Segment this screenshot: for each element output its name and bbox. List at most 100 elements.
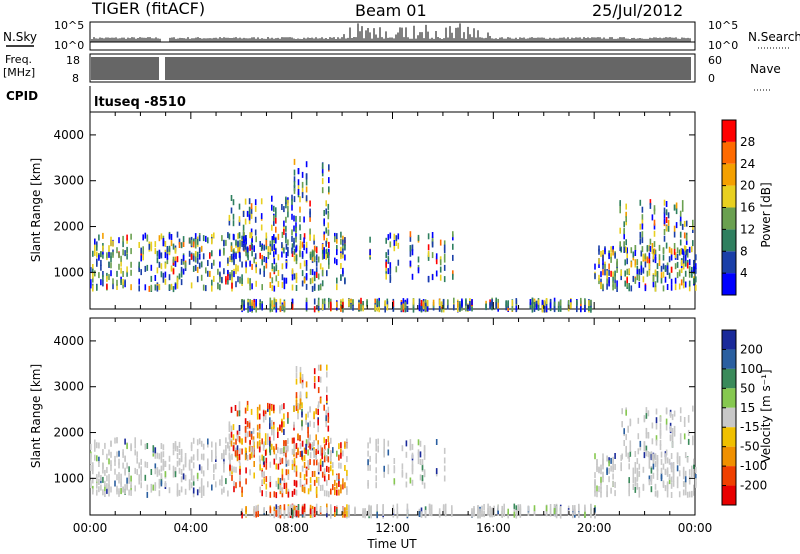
- range-gate-cell: [260, 213, 263, 220]
- range-gate-cell: [326, 394, 328, 401]
- range-gate-cell: [213, 275, 215, 282]
- range-gate-cell: [192, 437, 195, 444]
- range-gate-cell: [219, 271, 221, 278]
- range-gate-cell: [374, 298, 376, 305]
- range-gate-cell: [215, 442, 217, 449]
- range-gate-cell: [259, 486, 261, 493]
- range-gate-cell: [590, 299, 592, 306]
- range-gate-cell: [637, 448, 640, 455]
- range-gate-cell: [621, 421, 623, 428]
- range-gate-cell: [325, 240, 327, 247]
- range-gate-cell: [317, 466, 320, 473]
- range-gate-cell: [246, 454, 249, 461]
- range-gate-cell: [136, 469, 138, 476]
- range-gate-cell: [241, 486, 243, 493]
- range-gate-cell: [489, 303, 491, 310]
- range-gate-cell: [235, 482, 237, 489]
- range-gate-cell: [602, 263, 604, 270]
- range-gate-cell: [330, 512, 332, 519]
- range-gate-cell: [323, 303, 326, 310]
- range-gate-cell: [650, 467, 653, 474]
- colorbar-tick-label: 20: [740, 179, 755, 193]
- range-gate-cell: [301, 192, 304, 199]
- range-gate-cell: [144, 232, 147, 239]
- range-gate-cell: [249, 232, 251, 239]
- range-gate-cell: [686, 262, 689, 269]
- range-gate-cell: [271, 240, 274, 247]
- range-gate-cell: [245, 261, 247, 268]
- range-gate-cell: [238, 216, 241, 223]
- velocity-ylabel: Slant Range [km]: [29, 364, 43, 468]
- range-gate-cell: [164, 460, 167, 467]
- range-gate-cell: [295, 405, 298, 411]
- range-gate-cell: [693, 462, 695, 469]
- range-gate-cell: [245, 506, 247, 513]
- range-gate-cell: [666, 265, 669, 272]
- range-gate-cell: [675, 202, 678, 209]
- range-gate-cell: [321, 243, 324, 250]
- range-gate-cell: [673, 231, 676, 238]
- colorbar-segment: [722, 427, 736, 447]
- range-gate-cell: [227, 441, 229, 448]
- range-gate-cell: [110, 236, 112, 243]
- range-gate-cell: [346, 456, 348, 463]
- range-gate-cell: [279, 509, 282, 516]
- range-gate-cell: [299, 206, 301, 213]
- noise-right-tick-top: 10^5: [708, 19, 738, 32]
- range-gate-cell: [683, 421, 686, 427]
- range-gate-cell: [150, 469, 153, 475]
- range-gate-cell: [503, 503, 505, 510]
- range-gate-cell: [116, 474, 118, 481]
- range-gate-cell: [150, 284, 153, 291]
- range-gate-cell: [269, 272, 272, 279]
- range-gate-cell: [648, 244, 651, 251]
- range-gate-cell: [301, 485, 304, 492]
- range-gate-cell: [375, 467, 377, 474]
- range-gate-cell: [96, 244, 98, 251]
- range-gate-cell: [497, 302, 499, 309]
- range-gate-cell: [301, 450, 303, 457]
- range-gate-cell: [642, 276, 645, 283]
- range-gate-cell: [281, 468, 284, 475]
- range-gate-cell: [273, 424, 275, 431]
- range-gate-cell: [369, 437, 371, 444]
- range-gate-cell: [435, 253, 438, 260]
- range-gate-cell: [682, 282, 685, 289]
- range-gate-cell: [229, 438, 231, 445]
- range-gate-cell: [376, 512, 378, 518]
- range-gate-cell: [106, 487, 108, 494]
- range-gate-cell: [340, 231, 342, 238]
- range-gate-cell: [285, 243, 288, 250]
- range-gate-cell: [693, 466, 695, 472]
- range-gate-cell: [289, 509, 292, 516]
- colorbar-tick-label: 50: [740, 381, 755, 395]
- range-gate-cell: [230, 425, 233, 432]
- range-gate-cell: [303, 233, 306, 240]
- range-gate-cell: [250, 408, 253, 415]
- range-gate-cell: [328, 301, 330, 308]
- range-gate-cell: [418, 511, 421, 517]
- range-gate-cell: [367, 480, 369, 486]
- range-gate-cell: [261, 479, 263, 486]
- range-gate-cell: [328, 491, 330, 498]
- range-gate-cell: [295, 443, 298, 449]
- range-gate-cell: [672, 476, 675, 483]
- range-gate-cell: [192, 475, 195, 482]
- range-gate-cell: [652, 249, 655, 256]
- range-gate-cell: [336, 237, 338, 244]
- range-gate-cell: [621, 453, 623, 460]
- range-gate-cell: [641, 223, 644, 230]
- range-gate-cell: [138, 278, 140, 285]
- range-gate-cell: [239, 448, 241, 455]
- range-gate-cell: [334, 232, 336, 239]
- range-gate-cell: [192, 479, 195, 486]
- range-gate-cell: [649, 245, 652, 252]
- range-gate-cell: [269, 282, 272, 288]
- range-gate-cell: [338, 489, 340, 496]
- range-gate-cell: [405, 472, 408, 479]
- range-gate-cell: [658, 254, 661, 261]
- range-gate-cell: [495, 297, 497, 304]
- range-gate-cell: [319, 465, 322, 472]
- range-gate-cell: [283, 483, 286, 489]
- power-colorbar-label: Power [dB]: [759, 182, 773, 247]
